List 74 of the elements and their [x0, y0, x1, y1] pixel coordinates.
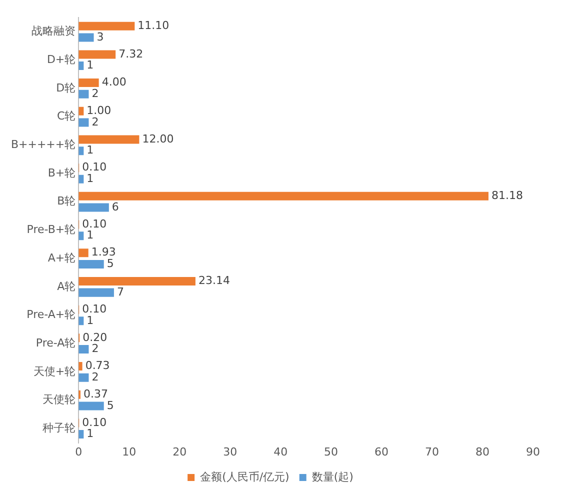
data-label: 6: [112, 200, 119, 214]
bar: [78, 203, 109, 212]
y-tick-label: C轮: [56, 110, 76, 123]
data-label: 4.00: [102, 76, 126, 89]
y-tick-label: B+++++轮: [10, 138, 76, 152]
data-label: 1: [86, 144, 94, 157]
legend-label: 数量(起): [312, 470, 354, 484]
x-tick-label: 80: [476, 445, 490, 458]
data-label: 0.20: [82, 330, 108, 344]
y-tick-label: Pre-A轮: [36, 336, 76, 350]
bar: [78, 50, 116, 59]
x-tick-label: 40: [274, 445, 288, 458]
data-label: 0.10: [82, 302, 107, 316]
y-tick-label: B+轮: [48, 166, 76, 180]
x-tick-label: 10: [122, 445, 136, 458]
x-tick-label: 20: [172, 445, 187, 458]
y-tick-label: A+轮: [48, 251, 76, 264]
bar: [78, 22, 135, 30]
data-label: 1: [86, 172, 94, 186]
data-label: 1: [86, 427, 94, 440]
bar: [78, 33, 94, 42]
x-tick-label: 70: [425, 445, 440, 458]
y-tick-label: D+轮: [46, 52, 76, 66]
data-label: 2: [92, 115, 99, 128]
data-label: 11.10: [138, 18, 170, 32]
y-tick-label: B轮: [57, 194, 76, 208]
data-label: 1: [86, 314, 94, 327]
data-label: 0.10: [82, 416, 107, 429]
legend-label: 金额(人民币/亿元): [200, 470, 290, 484]
bar: [78, 192, 488, 200]
y-tick-label: D轮: [56, 81, 76, 94]
bar: [78, 276, 196, 286]
data-label: 2: [92, 370, 99, 384]
data-label: 0.10: [82, 217, 107, 230]
data-label: 2: [92, 342, 99, 356]
x-tick-label: 60: [374, 445, 389, 458]
data-label: 5: [106, 257, 114, 270]
bar: [78, 362, 82, 371]
x-tick-label: 0: [75, 445, 82, 458]
bar: [78, 90, 89, 98]
data-label: 0.10: [82, 160, 107, 174]
y-tick-label: 战略融资: [32, 24, 76, 38]
data-label: 0.37: [84, 387, 108, 400]
data-label: 1: [86, 228, 94, 242]
bar: [78, 402, 104, 410]
data-label: 12.00: [142, 132, 174, 146]
data-label: 7: [116, 285, 124, 298]
bar: [78, 248, 88, 258]
data-label: 5: [106, 398, 114, 412]
bar: [78, 78, 99, 88]
bar: [78, 135, 140, 144]
y-tick-label: 天使+轮: [33, 364, 76, 378]
data-label: 7.32: [118, 47, 144, 60]
y-tick-label: A轮: [57, 280, 76, 293]
data-label: 3: [96, 30, 104, 44]
y-tick-label: 天使轮: [42, 393, 76, 406]
x-tick-label: 90: [526, 445, 540, 458]
data-label: 1: [86, 58, 94, 72]
data-label: 1.93: [91, 246, 116, 259]
bar: [78, 118, 89, 127]
data-label: 2: [92, 86, 99, 100]
bar: [78, 345, 89, 354]
y-tick-label: Pre-B+轮: [26, 223, 76, 236]
data-label: 1.00: [86, 104, 112, 118]
y-tick-label: 种子轮: [42, 421, 76, 434]
x-tick-label: 30: [223, 445, 238, 458]
x-tick-label: 50: [324, 445, 338, 458]
data-label: 23.14: [198, 274, 230, 288]
bar: [78, 373, 89, 382]
bar: [78, 288, 114, 297]
y-tick-label: Pre-A+轮: [26, 308, 76, 322]
data-label: 81.18: [491, 189, 523, 202]
bar: [78, 260, 104, 268]
data-label: 0.73: [85, 359, 110, 372]
